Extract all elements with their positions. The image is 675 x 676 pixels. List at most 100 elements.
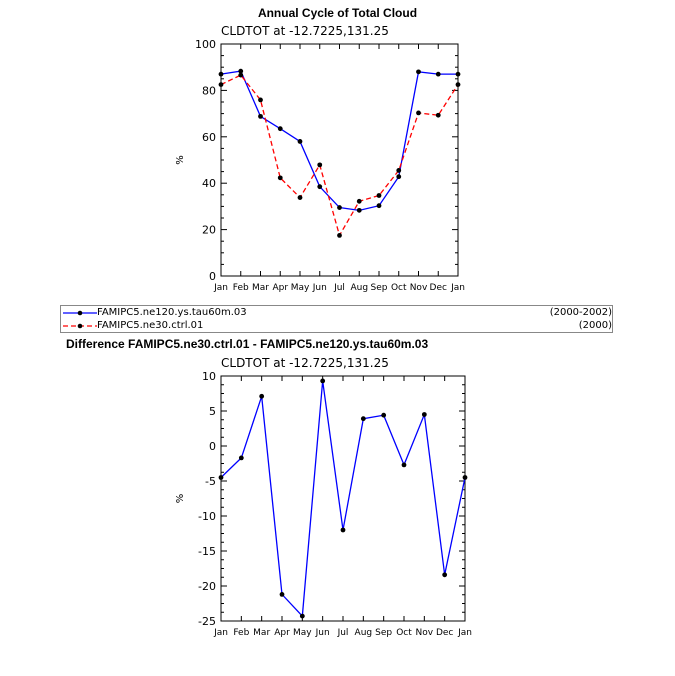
data-point [360,416,366,422]
y-tick-label: 0 [209,440,216,453]
x-tick-label: Sep [375,628,392,638]
series-line [220,380,466,618]
data-point [317,184,323,190]
data-point [421,412,427,417]
data-point [337,205,342,210]
x-tick-label: Aug [350,283,368,293]
y-tick-label: -25 [198,615,216,628]
y-tick-label: -5 [205,475,216,488]
chart2-subtitle: CLDTOT at -12.7225,131.25 [221,356,389,370]
x-tick-label: Sep [371,283,388,293]
x-tick-label: Jun [315,628,330,638]
data-point [238,72,244,78]
data-point [297,139,303,144]
data-point [376,193,382,198]
x-tick-label: Mar [252,283,269,293]
x-tick-label: Mar [253,628,270,638]
legend-entry: FAMIPC5.ne120.ys.tau60m.03 (2000-2002) [61,307,614,320]
legend-period: (2000) [578,320,612,331]
chart1-legend: FAMIPC5.ne120.ys.tau60m.03 (2000-2002) F… [60,305,613,333]
y-tick-label: -20 [198,580,216,593]
data-point [238,455,244,461]
data-point [279,592,285,597]
legend-period: (2000-2002) [549,307,612,318]
data-point [455,71,461,77]
legend-swatch-line [63,323,97,329]
legend-entry: FAMIPC5.ne30.ctrl.01 (2000) [61,320,614,333]
data-point [218,82,224,87]
data-point [277,126,283,132]
data-point [435,71,441,77]
data-point [277,175,283,181]
y-tick-label: 5 [209,405,216,418]
data-point [340,527,346,533]
data-point [238,68,244,74]
x-tick-label: Jan [213,628,228,638]
x-tick-label: Apr [274,628,290,638]
data-point [396,174,402,180]
y-tick-label: -10 [198,510,216,523]
chart1-title: Annual Cycle of Total Cloud [257,6,418,20]
data-point [416,69,421,75]
data-point [337,233,342,238]
chart1-plot-frame [220,43,459,277]
y-tick-label: 80 [202,84,216,97]
data-point [435,112,441,118]
data-point [258,113,263,119]
y-tick-label: 0 [209,270,216,283]
data-point [218,475,224,480]
y-tick-label: 60 [202,131,216,144]
data-point [376,203,382,209]
x-tick-label: Nov [410,283,428,293]
series-line [220,70,458,212]
chart2-y-axis-label: % [175,494,186,504]
x-tick-label: Aug [355,628,373,638]
y-tick-label: 100 [195,38,216,51]
data-point [396,168,402,173]
data-point [297,195,303,200]
data-point [381,412,387,418]
x-tick-label: Jun [312,283,327,293]
legend-swatch-line [63,310,97,316]
data-point [442,572,448,578]
data-point [401,462,407,468]
x-tick-label: Feb [233,283,249,293]
chart1-y-axis-label: % [175,155,186,165]
x-tick-label: Jan [213,283,228,293]
legend-label: FAMIPC5.ne30.ctrl.01 [97,320,204,331]
y-tick-label: -15 [198,545,216,558]
x-tick-label: May [291,283,310,293]
x-tick-label: Feb [233,628,249,638]
data-point [258,97,263,103]
data-point [259,393,265,399]
y-tick-label: 10 [202,370,216,383]
data-point [416,110,421,116]
x-tick-label: Jul [337,628,349,638]
chart2-plot-frame [220,375,466,622]
data-point [299,613,305,619]
data-point [356,207,362,213]
data-point [462,475,468,480]
x-tick-label: Nov [416,628,434,638]
x-tick-label: Jan [450,283,465,293]
data-point [218,71,224,77]
x-tick-label: Jan [457,628,472,638]
x-tick-label: Dec [436,628,453,638]
x-tick-label: Apr [272,283,288,293]
legend-label: FAMIPC5.ne120.ys.tau60m.03 [97,307,247,318]
x-tick-label: Jul [333,283,345,293]
series-line [220,74,459,238]
data-point [455,82,461,87]
x-tick-label: May [293,628,312,638]
data-point [317,162,323,168]
y-tick-label: 40 [202,177,216,190]
data-point [356,198,362,204]
y-tick-label: 20 [202,224,216,237]
chart1-subtitle: CLDTOT at -12.7225,131.25 [221,24,389,38]
x-tick-label: Dec [430,283,447,293]
x-tick-label: Oct [396,628,412,638]
chart2-title: Difference FAMIPC5.ne30.ctrl.01 - FAMIPC… [66,337,429,351]
data-point [320,378,326,384]
x-tick-label: Oct [391,283,407,293]
